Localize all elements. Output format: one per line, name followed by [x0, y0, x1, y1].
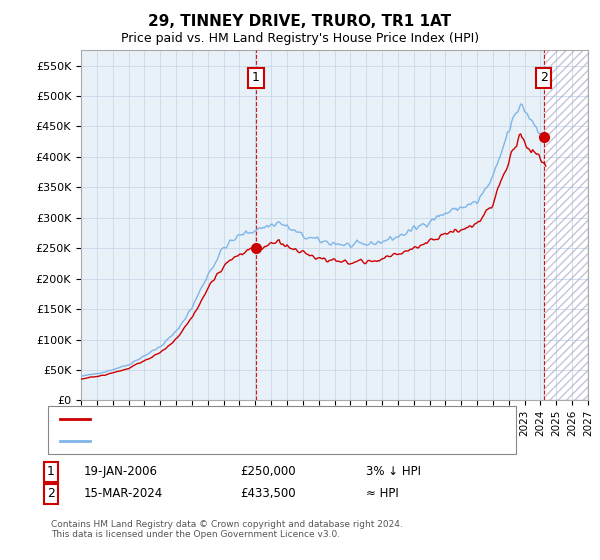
Text: Price paid vs. HM Land Registry's House Price Index (HPI): Price paid vs. HM Land Registry's House …: [121, 32, 479, 45]
Text: 19-JAN-2006: 19-JAN-2006: [84, 465, 158, 478]
Text: £250,000: £250,000: [240, 465, 296, 478]
Text: 1: 1: [47, 465, 55, 478]
Bar: [544, 50, 588, 400]
Text: HPI: Average price, detached house, Cornwall: HPI: Average price, detached house, Corn…: [96, 436, 346, 446]
Text: 3% ↓ HPI: 3% ↓ HPI: [366, 465, 421, 478]
Text: 2: 2: [47, 487, 55, 501]
Text: 1: 1: [252, 71, 260, 85]
Text: £433,500: £433,500: [240, 487, 296, 501]
Text: 29, TINNEY DRIVE, TRURO, TR1 1AT: 29, TINNEY DRIVE, TRURO, TR1 1AT: [148, 14, 452, 29]
Text: ≈ HPI: ≈ HPI: [366, 487, 399, 501]
Text: 2: 2: [540, 71, 548, 85]
Text: Contains HM Land Registry data © Crown copyright and database right 2024.
This d: Contains HM Land Registry data © Crown c…: [51, 520, 403, 539]
Text: 15-MAR-2024: 15-MAR-2024: [84, 487, 163, 501]
Bar: [544, 50, 588, 400]
Text: 29, TINNEY DRIVE, TRURO, TR1 1AT (detached house): 29, TINNEY DRIVE, TRURO, TR1 1AT (detach…: [96, 414, 390, 424]
